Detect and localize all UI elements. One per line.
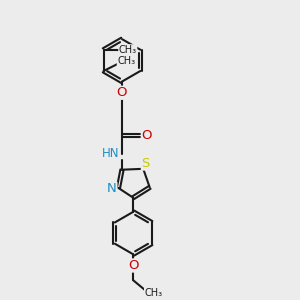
Text: O: O [142, 129, 152, 142]
Text: N: N [107, 182, 117, 195]
Text: O: O [117, 86, 127, 99]
Text: CH₃: CH₃ [119, 45, 137, 55]
Text: CH₃: CH₃ [117, 56, 135, 66]
Text: HN: HN [101, 147, 119, 160]
Text: O: O [128, 259, 138, 272]
Text: CH₃: CH₃ [145, 288, 163, 298]
Text: S: S [141, 157, 150, 170]
